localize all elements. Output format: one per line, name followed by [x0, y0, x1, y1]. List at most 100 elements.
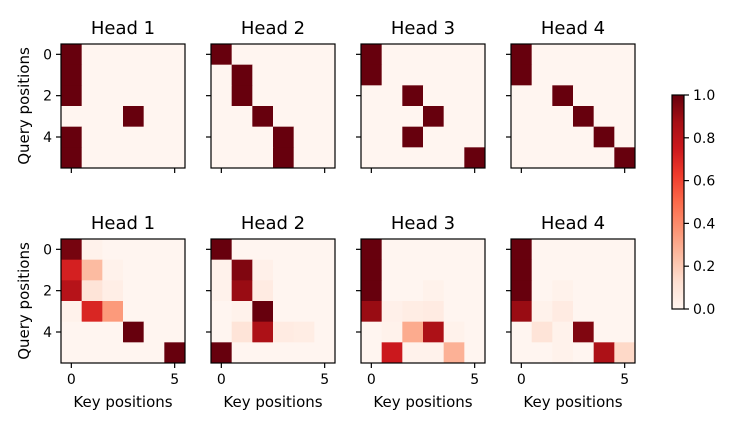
- heatmap-cell: [593, 239, 615, 261]
- heatmap-cell: [531, 147, 553, 169]
- heatmap-cell: [164, 126, 186, 148]
- heatmap-cell: [314, 301, 336, 323]
- heatmap-cell: [511, 239, 533, 261]
- heatmap-cell: [614, 342, 636, 364]
- heatmap-cell: [552, 321, 574, 343]
- heatmap-cell: [531, 85, 553, 107]
- colorbar-frame: [671, 94, 685, 310]
- heatmap-cell: [252, 321, 274, 343]
- heatmap-cell: [314, 126, 336, 148]
- colorbar-tick-label: 1.0: [693, 88, 715, 104]
- heatmap-cell: [273, 64, 295, 86]
- heatmap-cell: [293, 239, 315, 261]
- heatmap-cell: [231, 85, 253, 107]
- heatmap-cell: [164, 342, 186, 364]
- heatmap-cell: [143, 259, 165, 281]
- heatmap-cell: [314, 321, 336, 343]
- heatmap-cell: [81, 321, 103, 343]
- heatmap-cell: [81, 44, 103, 66]
- heatmap-cell: [211, 147, 233, 169]
- heatmap-cell: [123, 44, 145, 66]
- heatmap-cell: [593, 301, 615, 323]
- heatmap-cell: [61, 85, 83, 107]
- heatmap-cell: [273, 106, 295, 128]
- heatmap-cell: [123, 342, 145, 364]
- heatmap-cell: [252, 342, 274, 364]
- heatmap-cell: [164, 85, 186, 107]
- heatmap-cell: [531, 259, 553, 281]
- heatmap-cell: [81, 342, 103, 364]
- heatmap-cell: [143, 239, 165, 261]
- heatmap-cell: [614, 106, 636, 128]
- heatmap-cell: [102, 64, 124, 86]
- heatmap-cell: [61, 342, 83, 364]
- heatmap-cell: [593, 44, 615, 66]
- heatmap-cell: [511, 85, 533, 107]
- heatmap-cell: [464, 147, 486, 169]
- heatmap-cell: [81, 280, 103, 302]
- heatmap-cell: [443, 85, 465, 107]
- heatmap-cell: [593, 85, 615, 107]
- heatmap-cell: [361, 147, 383, 169]
- heatmap-cell: [143, 85, 165, 107]
- heatmap-cell: [464, 342, 486, 364]
- heatmap-cell: [102, 85, 124, 107]
- panel-frame: [60, 43, 186, 169]
- heatmap-cell: [423, 342, 445, 364]
- heatmap-cell: [211, 44, 233, 66]
- heatmap-cell: [573, 85, 595, 107]
- heatmap-cell: [423, 321, 445, 343]
- heatmap-cell: [614, 259, 636, 281]
- heatmap-cell: [293, 85, 315, 107]
- panel-frame: [360, 238, 486, 364]
- heatmap-cell: [293, 259, 315, 281]
- heatmap-cell: [381, 85, 403, 107]
- heatmap-cell: [402, 106, 424, 128]
- heatmap-cell: [123, 126, 145, 148]
- heatmap-cell: [552, 106, 574, 128]
- heatmap-cell: [123, 321, 145, 343]
- colorbar-tick-label: 0.0: [693, 302, 715, 318]
- x-tick-label: 0: [517, 372, 526, 388]
- heatmap-cell: [402, 147, 424, 169]
- heatmap-cell: [61, 147, 83, 169]
- heatmap-cell: [231, 239, 253, 261]
- heatmap-cell: [61, 259, 83, 281]
- heatmap-cell: [381, 64, 403, 86]
- heatmap-cell: [381, 126, 403, 148]
- x-tick-label: 0: [217, 372, 226, 388]
- heatmap-cell: [231, 126, 253, 148]
- heatmap-cell: [252, 259, 274, 281]
- heatmap-cell: [573, 147, 595, 169]
- panel-frame: [210, 238, 336, 364]
- heatmap-cell: [102, 321, 124, 343]
- heatmap-cell: [252, 239, 274, 261]
- heatmap-cell: [231, 280, 253, 302]
- heatmap-cell: [511, 126, 533, 148]
- heatmap-cell: [511, 301, 533, 323]
- panel-frame: [210, 43, 336, 169]
- heatmap-cell: [573, 301, 595, 323]
- heatmap-cell: [231, 44, 253, 66]
- heatmap-cell: [231, 147, 253, 169]
- x-tick-label: 0: [67, 372, 76, 388]
- heatmap-cell: [273, 321, 295, 343]
- heatmap-cell: [511, 64, 533, 86]
- x-tick-label: 5: [320, 372, 329, 388]
- heatmap-cell: [552, 301, 574, 323]
- heatmap-cell: [402, 301, 424, 323]
- heatmap-panel-r2-c3: Head 3 0 5 Key positions: [356, 213, 486, 411]
- heatmap-cell: [573, 64, 595, 86]
- heatmap-cell: [552, 126, 574, 148]
- heatmap-cell: [381, 280, 403, 302]
- heatmap-cell: [211, 321, 233, 343]
- heatmap-cell: [573, 239, 595, 261]
- heatmap-cell: [164, 321, 186, 343]
- heatmap-panel-r1-c3: Head 3: [356, 18, 486, 173]
- heatmap-cell: [402, 126, 424, 148]
- heatmap-cell: [531, 280, 553, 302]
- heatmap-cell: [211, 64, 233, 86]
- heatmap-cell: [423, 301, 445, 323]
- heatmap-cell: [443, 147, 465, 169]
- heatmap-cell: [211, 301, 233, 323]
